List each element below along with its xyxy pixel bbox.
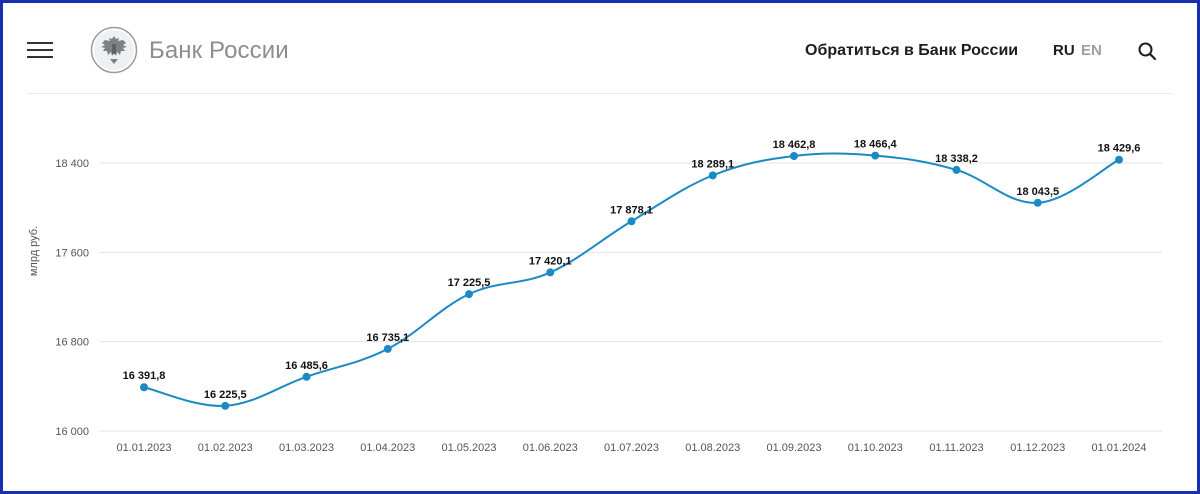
data-label: 18 462,8 [773, 139, 816, 151]
x-tick-label: 01.07.2023 [604, 442, 659, 454]
x-tick-label: 01.10.2023 [848, 442, 903, 454]
header-divider [27, 93, 1172, 94]
data-label: 18 289,1 [691, 158, 734, 170]
x-tick-label: 01.11.2023 [929, 442, 983, 454]
site-header: Банк России Обратиться в Банк России RU … [0, 0, 1194, 94]
y-tick-label: 18 400 [55, 158, 89, 170]
data-point[interactable] [708, 171, 717, 180]
x-tick-label: 01.12.2023 [1010, 442, 1065, 454]
x-tick-label: 01.06.2023 [523, 442, 578, 454]
data-label: 18 466,4 [854, 139, 898, 151]
logo-text[interactable]: Банк России [149, 37, 289, 64]
data-label: 16 485,6 [285, 360, 328, 372]
data-label: 16 225,5 [204, 389, 247, 401]
x-tick-label: 01.03.2023 [279, 442, 334, 454]
x-tick-label: 01.08.2023 [685, 442, 740, 454]
data-point[interactable] [221, 401, 230, 410]
data-point[interactable] [1115, 155, 1123, 164]
data-point[interactable] [790, 151, 798, 160]
grid-lines [100, 162, 1162, 432]
data-label: 18 043,5 [1016, 186, 1059, 198]
data-point[interactable] [952, 165, 961, 174]
data-labels: 16 391,8 16 225,5 16 485,6 16 735,1 17 225,5… [123, 139, 1141, 401]
bank-emblem-icon[interactable] [90, 26, 138, 74]
x-tick-label: 01.01.2024 [1091, 442, 1146, 454]
y-tick-label: 17 600 [55, 247, 89, 259]
hamburger-menu-icon[interactable] [27, 40, 53, 60]
data-label: 17 420,1 [529, 255, 572, 267]
data-label: 16 391,8 [123, 370, 166, 382]
y-axis-ticks: 16 000 16 800 17 600 18 400 [55, 158, 89, 438]
data-label: 18 338,2 [935, 153, 978, 165]
data-point[interactable] [140, 383, 148, 392]
lang-ru-link[interactable]: RU [1053, 42, 1075, 59]
data-point[interactable] [627, 217, 636, 226]
search-icon[interactable] [1137, 41, 1157, 61]
data-label: 17 225,5 [448, 277, 491, 289]
y-tick-label: 16 000 [55, 426, 89, 438]
data-point[interactable] [302, 372, 311, 381]
x-tick-label: 01.01.2023 [116, 442, 171, 454]
x-tick-label: 01.04.2023 [360, 442, 415, 454]
data-label: 18 429,6 [1098, 143, 1141, 155]
line-chart: 16 000 16 800 17 600 18 400 млрд руб. 16 39… [28, 139, 1162, 454]
lang-en-link[interactable]: EN [1081, 42, 1102, 59]
data-point[interactable] [1033, 198, 1042, 207]
data-label: 16 735,1 [366, 332, 409, 344]
data-label: 17 878,1 [610, 204, 653, 216]
x-axis-ticks: 01.01.2023 01.02.2023 01.03.2023 01.04.2023… [116, 442, 1146, 454]
data-points [140, 151, 1123, 410]
data-point[interactable] [871, 151, 880, 160]
data-point[interactable] [383, 344, 392, 353]
y-axis-label: млрд руб. [28, 226, 40, 276]
data-point[interactable] [546, 268, 555, 277]
x-tick-label: 01.05.2023 [441, 442, 496, 454]
data-point[interactable] [465, 290, 473, 299]
contact-bank-link[interactable]: Обратиться в Банк России [805, 42, 1019, 59]
x-tick-label: 01.02.2023 [198, 442, 253, 454]
y-tick-label: 16 800 [55, 337, 89, 349]
x-tick-label: 01.09.2023 [766, 442, 821, 454]
